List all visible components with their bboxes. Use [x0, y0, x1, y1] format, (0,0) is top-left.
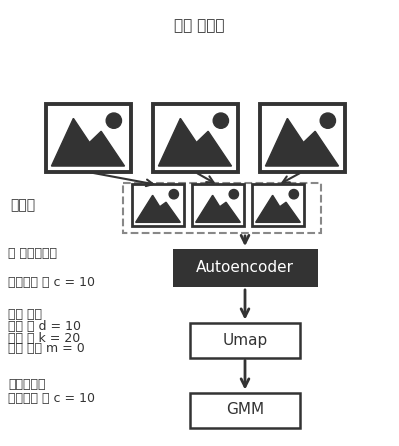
Text: Umap: Umap [222, 333, 268, 347]
Polygon shape [51, 118, 124, 166]
Text: 클러스터링: 클러스터링 [8, 377, 45, 391]
Bar [132, 184, 184, 226]
Circle shape [320, 113, 336, 128]
Bar [259, 104, 344, 172]
Text: 클러스터 수 c = 10: 클러스터 수 c = 10 [8, 392, 95, 405]
Polygon shape [256, 195, 300, 223]
Bar [123, 183, 321, 233]
Polygon shape [265, 118, 338, 166]
Text: 최소 거리 m = 0: 최소 거리 m = 0 [8, 343, 85, 355]
Bar [192, 184, 244, 226]
Bar [45, 104, 130, 172]
Circle shape [169, 190, 178, 199]
Text: 딝 클러스터링: 딝 클러스터링 [8, 247, 57, 260]
Text: 차원 수 d = 10: 차원 수 d = 10 [8, 321, 81, 334]
Circle shape [289, 190, 298, 199]
Bar [190, 392, 300, 428]
Polygon shape [196, 195, 240, 223]
Text: 원본 이미지: 원본 이미지 [174, 18, 224, 33]
Text: 전처리: 전처리 [10, 198, 35, 212]
Text: 이웃 수 k = 20: 이웃 수 k = 20 [8, 331, 80, 344]
Bar [252, 184, 304, 226]
Circle shape [229, 190, 239, 199]
Bar [172, 249, 318, 287]
Bar [190, 322, 300, 358]
Bar [152, 104, 237, 172]
Polygon shape [158, 118, 231, 166]
Text: 클러스터 수 c = 10: 클러스터 수 c = 10 [8, 276, 95, 289]
Polygon shape [136, 195, 180, 223]
Text: 차원 축소: 차원 축소 [8, 307, 42, 321]
Circle shape [106, 113, 121, 128]
Circle shape [213, 113, 229, 128]
Text: GMM: GMM [226, 402, 264, 417]
Text: Autoencoder: Autoencoder [196, 260, 294, 276]
